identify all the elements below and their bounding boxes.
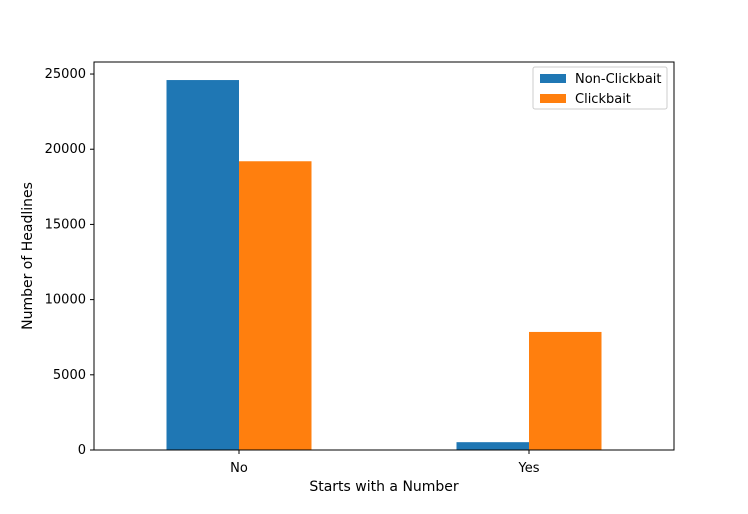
y-axis-label: Number of Headlines xyxy=(20,182,36,330)
y-tick-label: 20000 xyxy=(45,142,86,157)
legend: Non-Clickbait Clickbait xyxy=(532,66,668,110)
y-axis: 0 5000 10000 15000 20000 25000 xyxy=(45,67,94,458)
y-tick-label: 5000 xyxy=(53,368,86,383)
bar-clickbait-yes xyxy=(529,331,602,450)
x-axis-label: Starts with a Number xyxy=(309,479,459,495)
bars-layer xyxy=(166,80,602,451)
legend-swatch xyxy=(540,74,566,83)
bar-non-clickbait-yes xyxy=(456,442,529,450)
y-tick-label: 15000 xyxy=(45,217,86,232)
y-tick-label: 0 xyxy=(78,443,86,458)
plot-area-frame xyxy=(93,61,675,451)
legend-box xyxy=(532,66,668,110)
y-tick-label: 25000 xyxy=(45,67,86,82)
legend-swatch xyxy=(540,94,566,103)
legend-label: Clickbait xyxy=(575,92,631,107)
x-tick-label: No xyxy=(230,461,248,476)
bar-non-clickbait-no xyxy=(166,80,239,450)
x-axis: No Yes xyxy=(230,450,540,476)
y-tick-label: 10000 xyxy=(45,293,86,308)
bar-clickbait-no xyxy=(239,161,312,451)
legend-label: Non-Clickbait xyxy=(575,72,662,87)
x-tick-label: Yes xyxy=(518,461,540,476)
